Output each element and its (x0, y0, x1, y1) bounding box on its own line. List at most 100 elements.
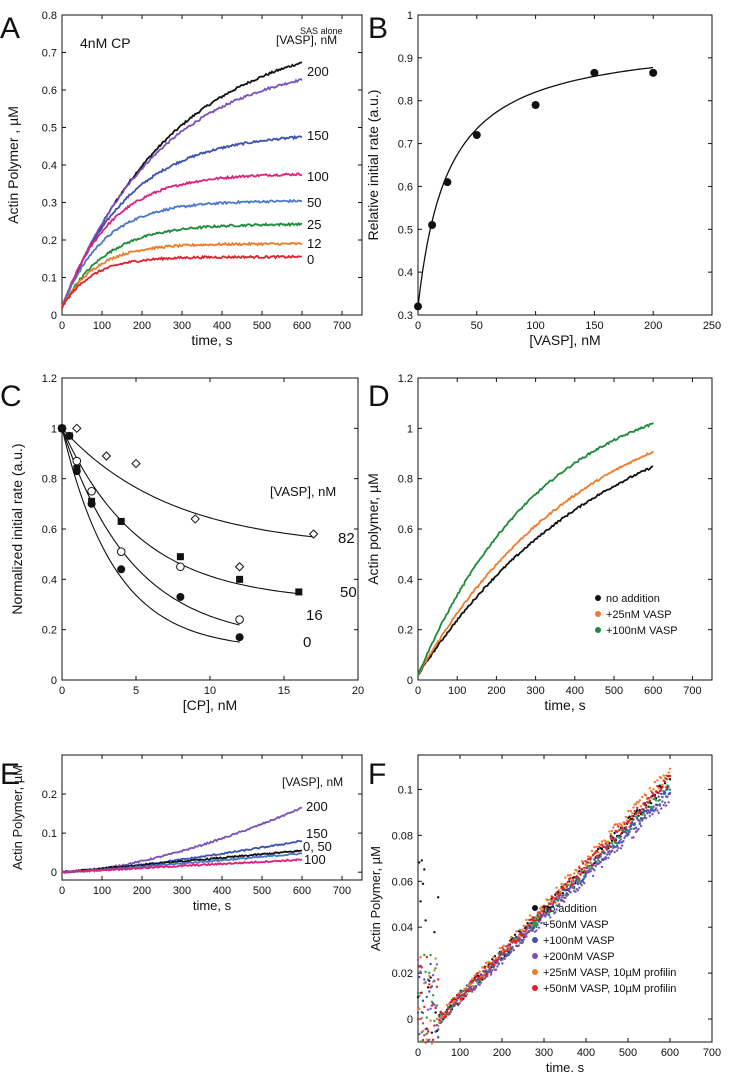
y-axis-label: Normalized initial rate (a.u.) (9, 443, 25, 614)
data-point (435, 963, 439, 966)
data-point (588, 865, 591, 868)
y-tick-label: 0.6 (398, 524, 413, 536)
legend-label: +100nM VASP (606, 625, 678, 637)
data-point (540, 921, 543, 925)
data-point (647, 810, 650, 813)
series-label: 0 (307, 252, 314, 267)
data-point (481, 966, 484, 969)
data-point (434, 967, 437, 970)
data-point (414, 302, 422, 311)
data-point (545, 905, 548, 908)
data-point (656, 779, 659, 782)
data-point (565, 894, 568, 897)
data-point (560, 882, 563, 886)
fit-curve (61, 428, 240, 643)
data-point (541, 910, 544, 913)
data-point (571, 886, 575, 889)
fit-curve (61, 427, 314, 538)
data-point (651, 813, 654, 816)
data-point (295, 588, 303, 596)
data-point (663, 780, 667, 783)
data-point (523, 924, 527, 928)
data-point (423, 868, 426, 871)
data-point (431, 974, 435, 977)
data-point (442, 1013, 445, 1016)
legend-marker (532, 953, 538, 959)
fit-curve (417, 66, 654, 307)
data-point (87, 486, 96, 496)
data-point (660, 776, 663, 780)
data-point (649, 789, 653, 793)
data-point (604, 842, 607, 845)
y-tick-label: 0 (407, 1014, 413, 1026)
data-point (609, 832, 612, 836)
data-point (525, 935, 528, 938)
data-point (644, 794, 648, 797)
data-point (632, 836, 635, 839)
data-point (590, 863, 594, 866)
data-point (667, 801, 670, 804)
data-point (116, 547, 126, 556)
data-point (627, 810, 630, 813)
data-point (576, 889, 580, 892)
data-point (464, 995, 468, 998)
series-label: 100 (307, 169, 329, 184)
data-point (449, 1000, 452, 1004)
data-point (450, 1006, 454, 1009)
data-point (615, 849, 619, 852)
data-point (600, 865, 604, 869)
data-point (600, 840, 604, 843)
data-point (492, 955, 495, 959)
data-point (450, 999, 454, 1002)
y-tick-label: 0.4 (42, 160, 57, 172)
data-point (540, 905, 543, 909)
data-point (575, 869, 578, 872)
panel-E: 0 100 200 300 400 500 600 700 0 0.1 0.2 time, s Acti… (0, 754, 363, 913)
x-tick-label: 600 (661, 1047, 679, 1059)
data-point (618, 841, 621, 845)
data-point (544, 913, 547, 917)
data-point (560, 896, 563, 899)
data-point (426, 1030, 430, 1033)
data-point (647, 796, 650, 800)
data-point (465, 993, 469, 996)
data-point (494, 968, 498, 971)
data-point (579, 880, 582, 883)
x-tick-label: 0 (415, 685, 421, 697)
data-point (500, 959, 503, 962)
legend-title: [VASP], nM (276, 33, 337, 47)
data-point (418, 994, 421, 998)
data-point (190, 514, 200, 524)
x-tick-label: 0 (59, 320, 65, 332)
data-point (657, 786, 660, 790)
data-point (536, 918, 539, 922)
data-point (425, 995, 428, 999)
data-point (532, 926, 536, 930)
data-point (497, 962, 500, 965)
cp-note: 4nM CP (80, 35, 131, 51)
data-point (542, 904, 546, 907)
data-point (565, 885, 568, 888)
data-point (435, 1017, 439, 1021)
series-line (61, 198, 303, 309)
y-tick-label: 0.8 (42, 474, 57, 486)
data-point (498, 954, 502, 957)
data-point (424, 970, 427, 974)
x-axis-label: time, s (546, 1060, 585, 1072)
series-line (61, 134, 303, 309)
data-point (419, 1040, 422, 1043)
series-line (61, 78, 303, 309)
y-tick-label: 0.06 (392, 876, 413, 888)
data-point (584, 873, 587, 876)
y-tick-label: 1.2 (398, 373, 413, 385)
data-point (424, 1041, 427, 1044)
data-point (430, 1031, 434, 1034)
data-point (482, 975, 485, 978)
data-point (443, 178, 452, 187)
data-point (585, 871, 588, 874)
data-point (424, 1033, 427, 1036)
series-label: 25 (307, 217, 321, 232)
data-point (614, 837, 617, 840)
data-point (657, 791, 660, 795)
data-point (491, 969, 494, 972)
